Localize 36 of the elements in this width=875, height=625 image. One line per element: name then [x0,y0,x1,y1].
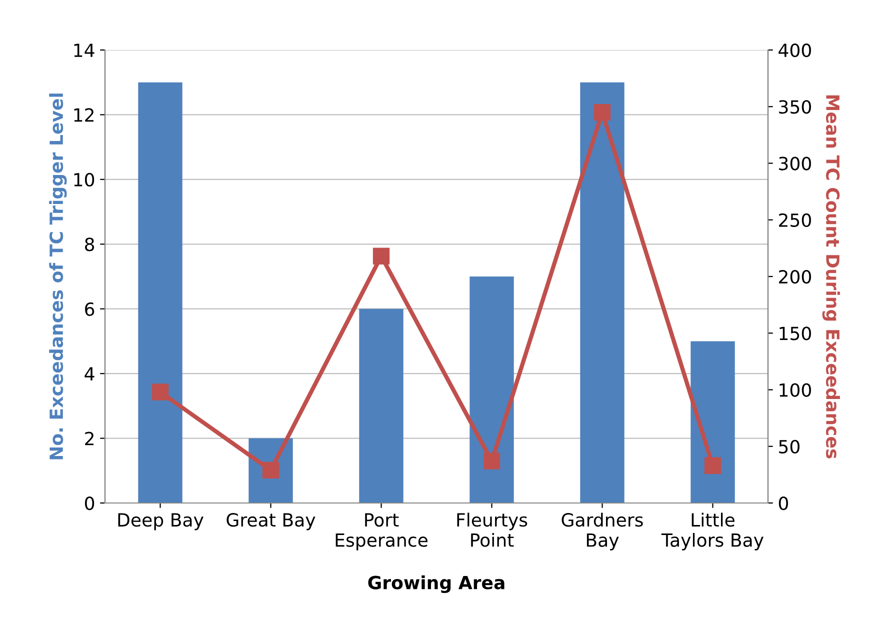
bar [690,341,735,503]
y2-tick-label: 150 [780,326,811,340]
y2-tick-label: 400 [778,43,811,58]
y-tick-label: 2 [85,432,94,446]
y-tick-label: 0 [84,496,94,510]
y2-tick-label: 300 [779,156,811,170]
point [483,452,500,470]
y2-tick-label: 50 [779,440,800,454]
point [372,248,390,264]
x-tick-label: Great Bay [226,513,316,530]
bar [580,82,624,503]
x-tick-label: Deep Bay [118,513,204,530]
y-tick-label: 12 [74,108,94,122]
y2-tick-label: 0 [778,496,788,510]
bar [470,276,514,503]
point [152,384,169,400]
y-tick-label: 10 [74,172,94,187]
y-tick-label: 6 [85,302,94,316]
point [704,457,722,474]
y-tick-label: 4 [84,367,94,380]
bar [138,82,182,503]
y-tick-label: 14 [74,44,94,57]
point [594,104,611,121]
y2-tick-label: 250 [779,213,811,227]
bar [359,308,404,503]
x-axis-title: Growing Area [368,575,504,594]
y2-tick-label: 200 [779,270,811,284]
y2-axis-title: Mean TC Count During Exceedances [822,95,840,458]
x-tick-label: Fleurtys Point [457,512,528,547]
x-tick-label: Port Esperance [336,513,428,550]
x-tick-label: Gardners Bay [562,512,643,550]
x-tick-label: Little Taylors Bay [661,512,764,550]
y2-tick-label: 100 [780,383,811,397]
y-tick-label: 8 [85,238,94,252]
y-axis-title: No. Exceedances of TC Trigger Level [49,94,67,460]
y2-tick-label: 350 [779,100,811,114]
